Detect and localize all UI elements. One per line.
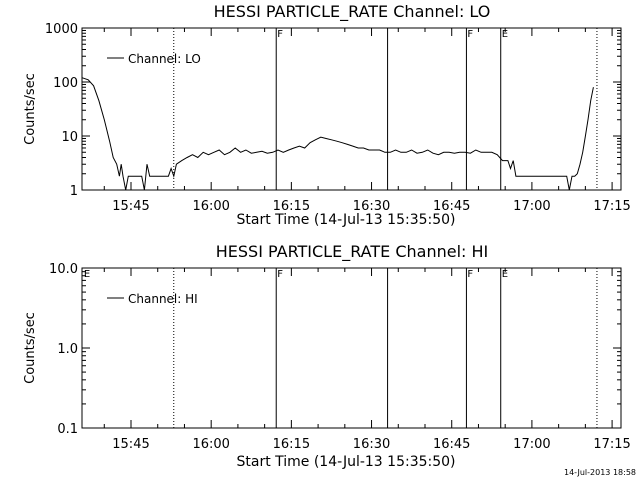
- hi-x-tick-label: 17:00: [513, 437, 550, 452]
- lo-event-marker-label: E: [502, 29, 508, 40]
- lo-event-marker-label: F: [277, 29, 283, 40]
- lo-plot-frame: [81, 27, 622, 191]
- lo-x-tick-label: 17:15: [593, 199, 630, 214]
- hi-y-tick-label: 0.1: [57, 422, 78, 437]
- hi-event-marker-label: F: [467, 269, 473, 280]
- lo-channel-panel: HESSI PARTICLE_RATE Channel: LO Start Ti…: [23, 2, 631, 228]
- lo-series-line: [81, 77, 594, 191]
- lo-y-tick-label: 10: [61, 130, 78, 145]
- hi-x-axis-label: Start Time (14-Jul-13 15:35:50): [236, 454, 455, 470]
- lo-x-axis-label: Start Time (14-Jul-13 15:35:50): [236, 212, 455, 228]
- hi-y-tick-label: 10.0: [49, 262, 78, 277]
- hi-event-marker-label: E: [84, 269, 90, 280]
- hi-x-tick-label: 16:15: [273, 437, 310, 452]
- hi-event-marker-label: F: [277, 269, 283, 280]
- lo-event-marker-label: F: [467, 29, 473, 40]
- lo-y-axis-label: Counts/sec: [23, 73, 38, 145]
- lo-x-tick-label: 16:00: [192, 199, 229, 214]
- hi-chart-title: HESSI PARTICLE_RATE Channel: HI: [216, 242, 489, 262]
- lo-x-tick-label: 15:45: [112, 199, 149, 214]
- generation-timestamp: 14-Jul-2013 18:58: [564, 468, 636, 477]
- hi-x-tick-label: 15:45: [112, 437, 149, 452]
- hi-event-marker-label: E: [502, 269, 508, 280]
- lo-y-tick-label: 100: [53, 76, 78, 91]
- lo-y-tick-label: 1000: [45, 22, 78, 37]
- hi-y-axis-label: Counts/sec: [23, 312, 38, 384]
- lo-x-tick-label: 16:45: [433, 199, 470, 214]
- lo-legend-label: Channel: LO: [128, 52, 201, 66]
- hi-legend-label: Channel: HI: [128, 292, 198, 306]
- hi-x-tick-label: 16:45: [433, 437, 470, 452]
- hi-channel-panel: HESSI PARTICLE_RATE Channel: HI Start Ti…: [23, 242, 631, 470]
- lo-x-tick-label: 16:15: [273, 199, 310, 214]
- lo-x-tick-label: 16:30: [353, 199, 390, 214]
- lo-y-tick-label: 1: [70, 184, 78, 199]
- lo-x-tick-label: 17:00: [513, 199, 550, 214]
- hi-x-tick-label: 16:00: [192, 437, 229, 452]
- hi-x-tick-label: 16:30: [353, 437, 390, 452]
- hi-x-tick-label: 17:15: [593, 437, 630, 452]
- hi-y-tick-label: 1.0: [57, 342, 78, 357]
- lo-chart-title: HESSI PARTICLE_RATE Channel: LO: [214, 2, 491, 22]
